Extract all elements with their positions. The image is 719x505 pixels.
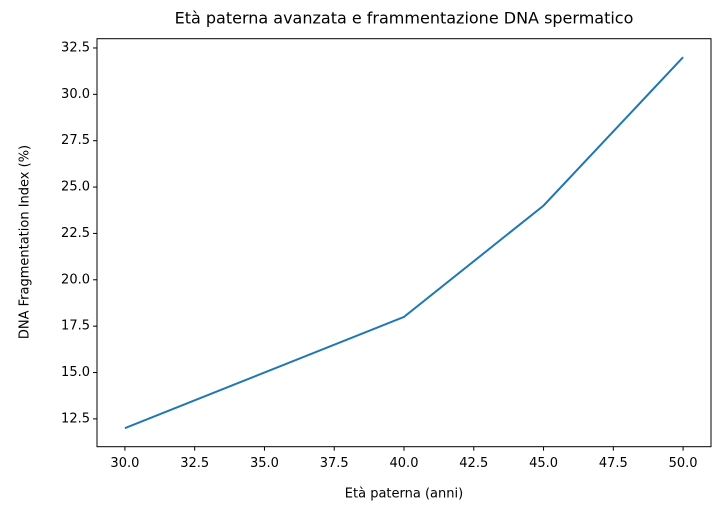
y-tick-label: 25.0 — [61, 180, 90, 195]
x-tick-label: 42.5 — [459, 456, 488, 471]
y-tick-label: 15.0 — [61, 365, 90, 380]
x-tick-label: 35.0 — [250, 456, 279, 471]
y-tick-label: 12.5 — [61, 411, 90, 426]
chart-title: Età paterna avanzata e frammentazione DN… — [175, 9, 634, 28]
line — [124, 56, 684, 430]
x-tick-label: 30.0 — [110, 456, 139, 471]
y-tick-label: 30.0 — [61, 87, 90, 102]
y-tick-label: 17.5 — [61, 319, 90, 334]
y-axis-label: DNA Fragmentation Index (%) — [18, 145, 33, 339]
x-tick-label: 37.5 — [320, 456, 349, 471]
y-tick-label: 27.5 — [61, 133, 90, 148]
x-tick-label: 47.5 — [599, 456, 628, 471]
x-tick-label: 40.0 — [390, 456, 419, 471]
y-tick-label: 22.5 — [61, 226, 90, 241]
plot-frame — [96, 38, 712, 448]
y-tick-label: 32.5 — [61, 40, 90, 55]
x-tick-label: 32.5 — [180, 456, 209, 471]
x-tick-label: 45.0 — [529, 456, 558, 471]
x-axis-label: Età paterna (anni) — [345, 487, 463, 502]
x-tick-label: 50.0 — [669, 456, 698, 471]
y-tick-label: 20.0 — [61, 272, 90, 287]
